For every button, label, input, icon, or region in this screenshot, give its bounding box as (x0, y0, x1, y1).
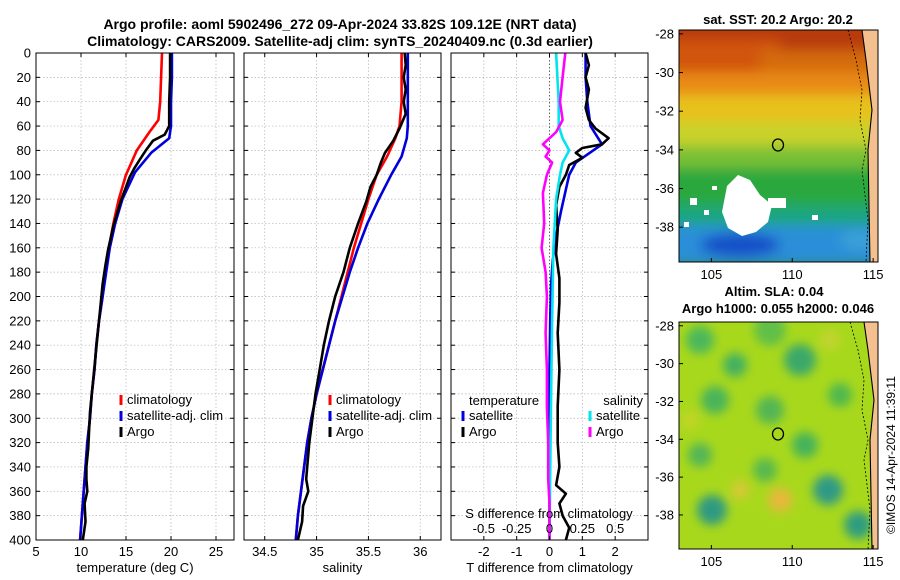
y-tick-label: 140 (9, 216, 31, 231)
x-tick-label: 20 (164, 544, 178, 559)
temperature-panel: 5 10 15 20 25 temperature (deg C) 0 20 40 60 80 100… (9, 46, 235, 575)
map-y-tick-label: -36 (655, 181, 674, 196)
y-tick-label: 200 (9, 289, 31, 304)
legend-title-salinity: salinity (603, 393, 643, 408)
map-x-tick-label: 105 (701, 554, 723, 569)
x-tick-label: -1 (511, 544, 523, 559)
s-tick-label: 0.5 (606, 521, 624, 536)
y-tick-label: 400 (9, 533, 31, 548)
map-y-tick-label: -34 (655, 142, 674, 157)
x-tick-label: 5 (32, 544, 39, 559)
x-tick-label: -2 (478, 544, 490, 559)
map-y-tick-label: -28 (655, 26, 674, 41)
x-axis-label: T difference from climatology (466, 560, 633, 575)
x-tick-label: 34.5 (252, 544, 277, 559)
x-tick-label: 2 (612, 544, 619, 559)
legend-label: climatology (336, 392, 402, 407)
sla-map-title: Altim. SLA: 0.04 (725, 284, 825, 299)
y-tick-label: 220 (9, 313, 31, 328)
map-y-tick-label: -28 (655, 318, 674, 333)
difference-panel: -2 -1 0 1 2T difference from climatology -0.5… (450, 52, 649, 575)
y-tick-label: 40 (17, 94, 31, 109)
series-line-t-satellite (548, 53, 604, 540)
map-x-tick-label: 115 (863, 554, 884, 569)
y-tick-label: 20 (17, 70, 31, 85)
map-x-tick-label: 115 (863, 267, 884, 282)
y-tick-label: 260 (9, 362, 31, 377)
s-axis-label: S difference from climatology (465, 506, 633, 521)
sst-map-field (679, 30, 878, 262)
y-tick-label: 80 (17, 143, 31, 158)
y-tick-label: 380 (9, 508, 31, 523)
legend-label: Argo (127, 424, 154, 439)
map-x-tick-label: 105 (701, 267, 723, 282)
y-tick-label: 300 (9, 411, 31, 426)
legend-label: satellite-adj. clim (336, 408, 432, 423)
s-tick-label: 0.25 (570, 521, 595, 536)
salinity-panel: 34.5 35 35.5 36 salinity climatologysatellite… (243, 52, 442, 575)
sst-map: sat. SST: 20.2 Argo: 20.2 (655, 12, 884, 282)
x-tick-label: 35.5 (356, 544, 381, 559)
sst-argo-marker (771, 138, 785, 152)
y-tick-label: 360 (9, 484, 31, 499)
map-y-tick-label: -30 (655, 65, 674, 80)
map-y-tick-label: -30 (655, 356, 674, 371)
imos-watermark: ©IMOS 14-Apr-2024 11:39:11 (884, 376, 898, 534)
series-line-satellite-adj-clim (294, 53, 410, 541)
x-axis-label: salinity (323, 560, 363, 575)
y-tick-label: 60 (17, 119, 31, 134)
legend-label: satellite-adj. clim (127, 408, 223, 423)
figure-title-line2: Climatology: CARS2009. Satellite-adj cli… (87, 33, 593, 49)
legend-label: Argo (596, 424, 623, 439)
s-tick-label: -0.25 (502, 521, 532, 536)
legend-label: satellite (469, 408, 513, 423)
y-tick-label: 120 (9, 192, 31, 207)
x-tick-label: 15 (119, 544, 133, 559)
map-y-tick-label: -32 (655, 394, 674, 409)
sla-argo-marker (771, 427, 785, 441)
map-y-tick-label: -38 (655, 507, 674, 522)
x-tick-label: 1 (579, 544, 586, 559)
figure-title-line1: Argo profile: aoml 5902496_272 09-Apr-20… (103, 16, 576, 32)
y-tick-label: 0 (24, 46, 31, 61)
map-y-tick-label: -38 (655, 220, 674, 235)
sla-map: Altim. SLA: 0.04 Argo h1000: 0.055 h2000… (655, 284, 883, 569)
map-y-tick-label: -34 (655, 432, 674, 447)
series-line-argo (81, 53, 172, 541)
y-tick-label: 320 (9, 435, 31, 450)
legend-title-temperature: temperature (469, 393, 539, 408)
y-tick-label: 240 (9, 338, 31, 353)
x-axis-label: temperature (deg C) (76, 560, 193, 575)
x-tick-label: 35 (309, 544, 323, 559)
y-tick-label: 100 (9, 167, 31, 182)
map-x-tick-label: 110 (782, 554, 803, 569)
y-tick-label: 280 (9, 386, 31, 401)
legend-label: satellite (596, 408, 640, 423)
map-y-tick-label: -36 (655, 470, 674, 485)
map-y-tick-label: -32 (655, 104, 674, 119)
sst-map-title: sat. SST: 20.2 Argo: 20.2 (703, 12, 853, 27)
x-tick-label: 10 (74, 544, 88, 559)
map-x-tick-label: 110 (782, 267, 803, 282)
legend-label: Argo (469, 424, 496, 439)
y-tick-label: 340 (9, 459, 31, 474)
legend-label: Argo (336, 424, 363, 439)
series-line-argo (296, 52, 408, 541)
x-tick-label: 0 (546, 544, 553, 559)
x-tick-label: 36 (413, 544, 427, 559)
sla-map-field (679, 322, 878, 549)
y-tick-label: 160 (9, 240, 31, 255)
x-tick-label: 25 (209, 544, 223, 559)
series-line-s-argo (540, 52, 567, 540)
s-tick-label: 0 (546, 521, 553, 536)
s-tick-label: -0.5 (473, 521, 495, 536)
y-tick-label: 180 (9, 265, 31, 280)
sla-map-subtitle: Argo h1000: 0.055 h2000: 0.046 (682, 301, 874, 316)
legend-label: climatology (127, 392, 193, 407)
